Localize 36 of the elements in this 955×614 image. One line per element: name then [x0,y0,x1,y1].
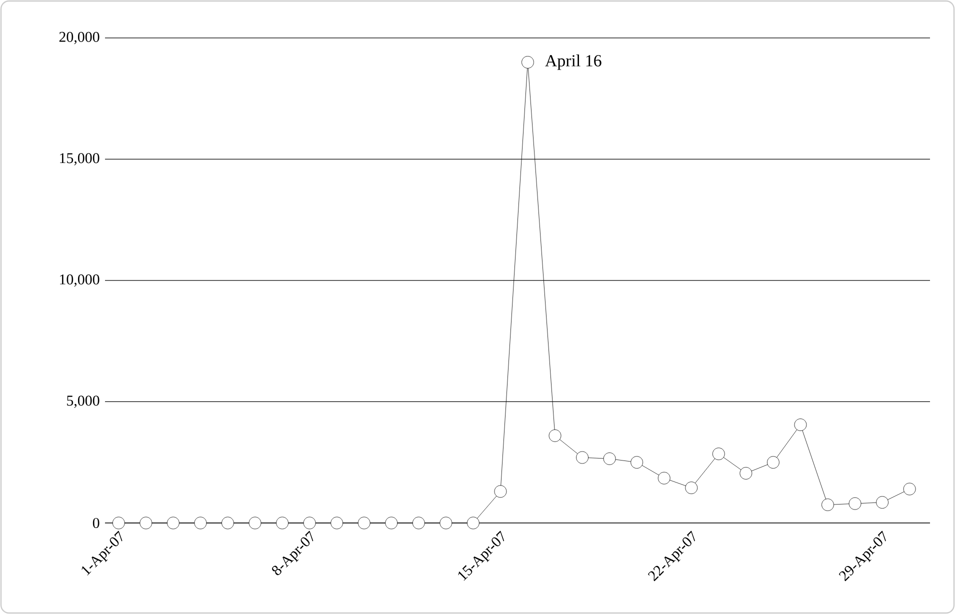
y-tick-label: 20,000 [59,32,100,44]
y-tick-label: 5,000 [67,396,100,408]
y-tick-label: 15,000 [60,153,100,166]
y-tick-label: 0 [92,518,100,528]
point [630,456,644,469]
point [358,516,370,530]
point [494,485,507,498]
y-tick-label: 10,000 [60,274,100,287]
point [576,451,588,464]
point [876,496,888,509]
point [603,452,616,465]
point [112,516,125,530]
point [466,516,480,530]
point [248,516,262,530]
point [822,498,834,511]
point [848,497,862,510]
point [794,418,807,431]
point [412,516,425,530]
point [440,516,452,530]
annotation: April 16 [545,54,602,70]
point [658,472,670,484]
point [522,56,534,68]
point [194,516,207,530]
point [548,429,562,442]
point [740,467,752,480]
point [222,516,234,530]
point [276,516,288,530]
point [330,516,344,530]
point [140,516,152,530]
point [712,448,725,460]
point [766,456,780,469]
point [385,516,398,530]
point [303,516,316,530]
point [685,482,698,494]
point [903,482,916,496]
point [166,516,180,530]
